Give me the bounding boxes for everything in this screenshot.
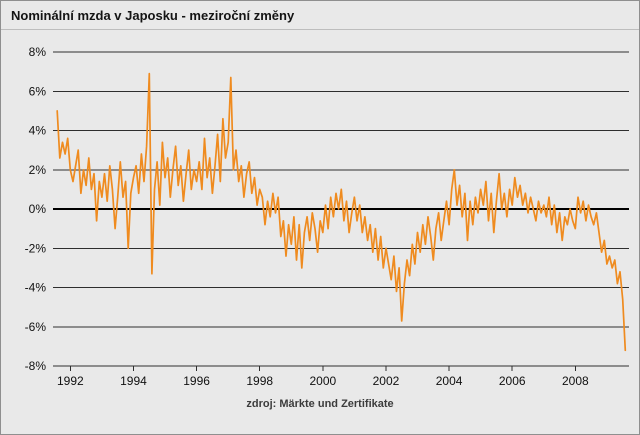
line-chart: 8% 6% 4% 2% 0% -2% -4% -6% -8% 1992 1994 1996 1998 20… bbox=[5, 44, 635, 396]
svg-text:4%: 4% bbox=[29, 124, 47, 138]
svg-text:-2%: -2% bbox=[25, 241, 47, 255]
chart-title: Nominální mzda v Japosku - meziroční změ… bbox=[1, 1, 639, 30]
svg-text:1998: 1998 bbox=[246, 374, 273, 388]
svg-text:1996: 1996 bbox=[183, 374, 210, 388]
svg-text:1994: 1994 bbox=[120, 374, 147, 388]
svg-text:2004: 2004 bbox=[436, 374, 463, 388]
svg-text:1992: 1992 bbox=[57, 374, 84, 388]
chart-svg: 8% 6% 4% 2% 0% -2% -4% -6% -8% 1992 1994 1996 1998 20… bbox=[25, 45, 629, 388]
svg-text:-8%: -8% bbox=[25, 359, 47, 373]
svg-text:-4%: -4% bbox=[25, 281, 47, 295]
source-caption: zdroj: Märkte und Zertifikate bbox=[246, 398, 394, 410]
svg-text:2008: 2008 bbox=[562, 374, 589, 388]
svg-text:-6%: -6% bbox=[25, 320, 47, 334]
svg-text:8%: 8% bbox=[29, 45, 47, 59]
svg-text:2002: 2002 bbox=[373, 374, 400, 388]
svg-text:6%: 6% bbox=[29, 84, 47, 98]
svg-text:2006: 2006 bbox=[499, 374, 526, 388]
svg-text:2%: 2% bbox=[29, 163, 47, 177]
svg-text:2000: 2000 bbox=[310, 374, 337, 388]
svg-text:0%: 0% bbox=[29, 202, 47, 216]
